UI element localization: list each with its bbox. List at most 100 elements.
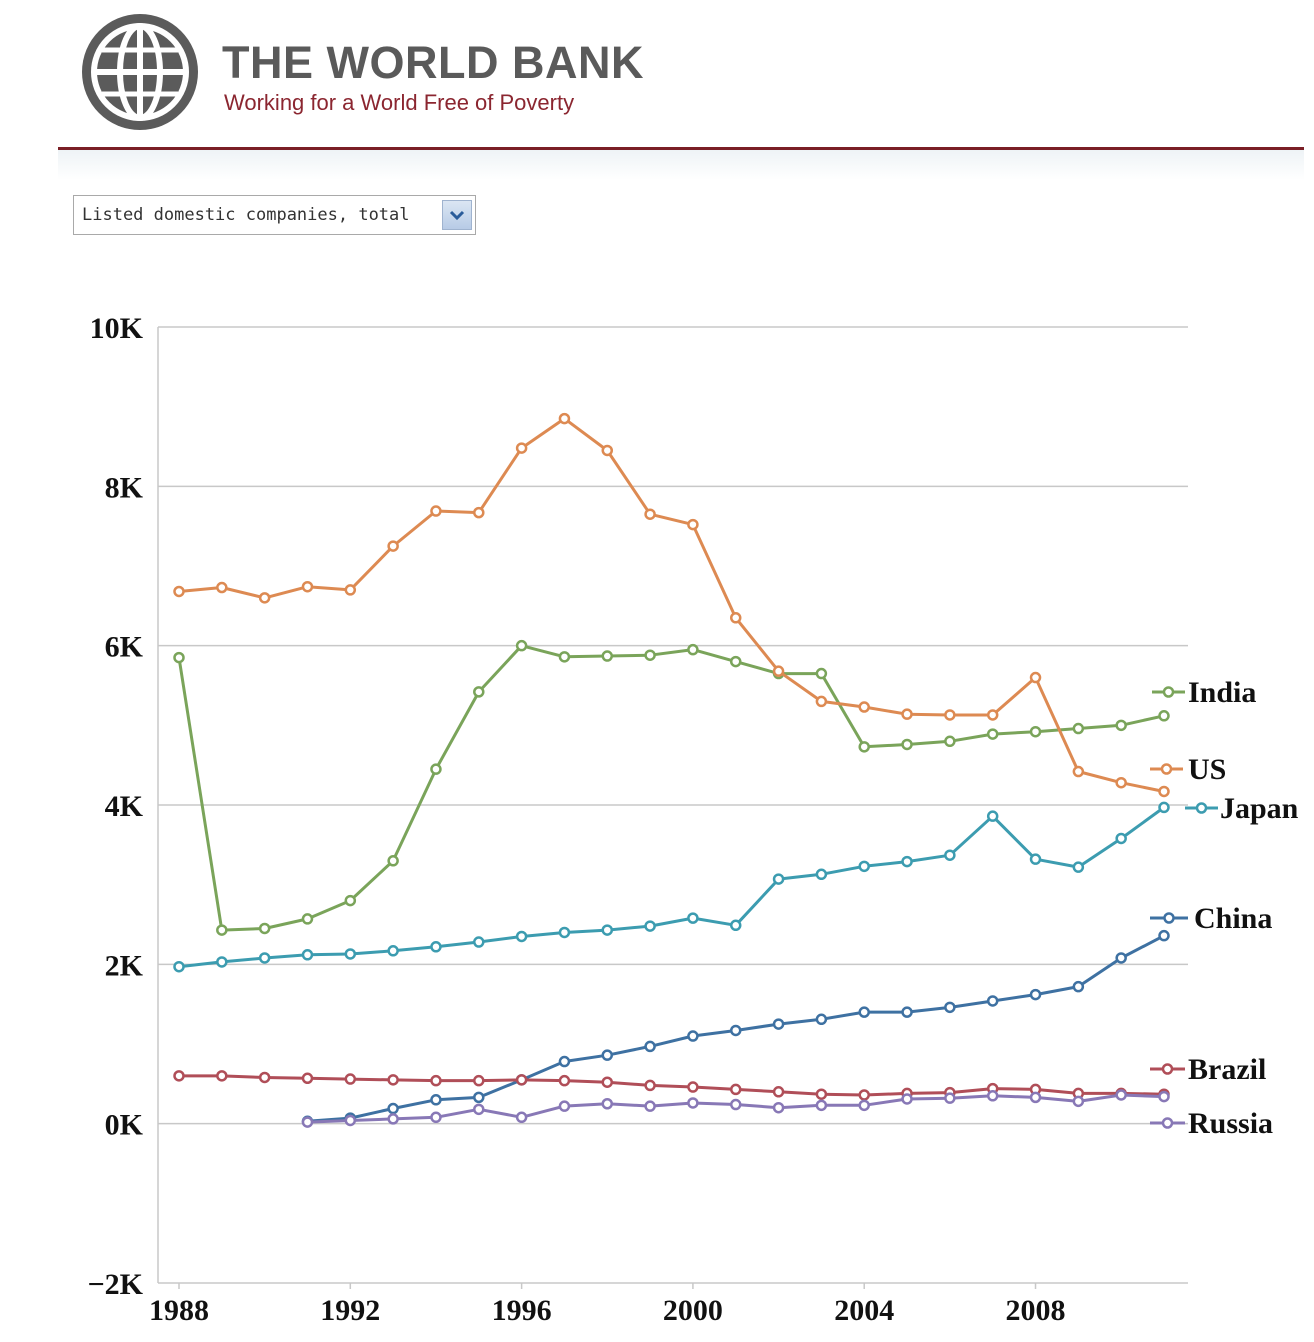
indicator-dropdown[interactable]: Listed domestic companies, total: [73, 195, 476, 235]
china-point: [901, 1006, 913, 1018]
us-point: [558, 412, 571, 425]
india-point: [1158, 710, 1170, 722]
us-point: [473, 506, 485, 519]
japan-point: [473, 936, 485, 948]
us-point: [344, 584, 357, 596]
y-tick-label: 8K: [105, 471, 144, 504]
russia-point: [1029, 1091, 1042, 1104]
japan-point: [901, 855, 913, 868]
russia-point: [1072, 1095, 1085, 1108]
russia-point: [772, 1101, 785, 1114]
india-series-label: India: [1188, 676, 1256, 709]
us-point: [1072, 765, 1085, 778]
japan-series-label: Japan: [1220, 792, 1299, 825]
russia-point: [601, 1098, 614, 1110]
china-point: [1158, 929, 1170, 942]
line-chart: −2K 0K 2K 4K 6K 8K 10K 1988 1992 1996 2000 2004 200…: [88, 312, 1299, 1327]
us-point: [1115, 776, 1127, 789]
india-legend-marker: [1162, 686, 1175, 698]
india-point: [344, 894, 357, 907]
russia-point: [515, 1111, 528, 1124]
brazil-point: [473, 1074, 485, 1087]
us-point: [1029, 671, 1042, 684]
russia-point: [558, 1100, 571, 1112]
russia-point: [729, 1098, 742, 1111]
brazil-point: [515, 1074, 528, 1086]
russia-point: [901, 1093, 913, 1105]
world-bank-globe-logo[interactable]: [78, 10, 202, 134]
russia-point: [387, 1113, 399, 1125]
russia-series-label: Russia: [1188, 1107, 1273, 1140]
x-tick-label: 2000: [663, 1294, 723, 1327]
india-point: [301, 913, 314, 925]
japan-point: [216, 956, 228, 968]
gridlines: [158, 326, 1188, 1125]
india-point: [644, 649, 656, 661]
india-point: [815, 667, 828, 680]
us-point: [301, 580, 314, 593]
india-point: [601, 650, 614, 662]
india-point: [858, 741, 870, 753]
us-point: [644, 508, 656, 520]
india-point: [1115, 719, 1127, 732]
brazil-point: [258, 1071, 271, 1084]
us-series-label: US: [1188, 753, 1226, 786]
china-point: [687, 1030, 699, 1042]
indicator-dropdown-value: Listed domestic companies, total: [82, 205, 410, 225]
india-point: [944, 735, 956, 748]
japan-point: [344, 948, 357, 960]
india-point: [258, 922, 271, 935]
japan-point: [258, 952, 271, 964]
japan-point: [1029, 853, 1042, 865]
japan-point: [1158, 801, 1170, 814]
japan-point: [944, 849, 956, 861]
us-point: [986, 709, 999, 721]
china-series-label: China: [1194, 902, 1272, 935]
y-tick-label: −2K: [88, 1268, 144, 1301]
russia-point: [644, 1100, 656, 1112]
china-point: [772, 1018, 785, 1030]
brazil-legend-marker: [1161, 1063, 1174, 1075]
us-line: [178, 417, 1165, 793]
us-point: [772, 665, 785, 677]
brazil-point: [687, 1081, 699, 1093]
series-lines: [173, 412, 1170, 1128]
brazil-point: [216, 1070, 228, 1082]
axes: [157, 327, 1188, 1284]
china-point: [644, 1040, 656, 1053]
japan-legend-marker: [1195, 802, 1208, 814]
india-point: [729, 655, 742, 668]
y-tick-label: 6K: [105, 631, 144, 664]
russia-point: [301, 1116, 314, 1128]
x-tick-label: 1992: [320, 1294, 380, 1327]
x-tick-label: 2004: [834, 1294, 894, 1327]
us-point: [1158, 785, 1170, 798]
russia-point: [687, 1097, 699, 1109]
brazil-point: [344, 1073, 357, 1085]
chevron-down-icon[interactable]: [442, 200, 472, 230]
russia-point: [473, 1103, 485, 1116]
us-point: [173, 585, 185, 598]
japan-point: [601, 924, 614, 936]
y-tick-label: 2K: [105, 949, 144, 982]
china-point: [729, 1024, 742, 1037]
us-point: [901, 708, 913, 720]
japan-point: [301, 949, 314, 961]
brazil-point: [644, 1079, 656, 1092]
y-tick-label: 0K: [105, 1109, 144, 1142]
japan-point: [430, 941, 442, 953]
series-labels: India US Japan China Brazil Russia: [1150, 676, 1299, 1140]
brazil-point: [601, 1076, 614, 1088]
india-point: [430, 763, 442, 775]
header-divider: [58, 147, 1304, 150]
china-point: [1029, 988, 1042, 1001]
japan-point: [729, 919, 742, 932]
japan-point: [515, 930, 528, 943]
china-point: [858, 1006, 870, 1018]
india-point: [216, 924, 228, 936]
russia-point: [1115, 1089, 1127, 1101]
russia-point: [344, 1114, 357, 1127]
china-point: [944, 1001, 956, 1014]
china-point: [558, 1055, 571, 1068]
